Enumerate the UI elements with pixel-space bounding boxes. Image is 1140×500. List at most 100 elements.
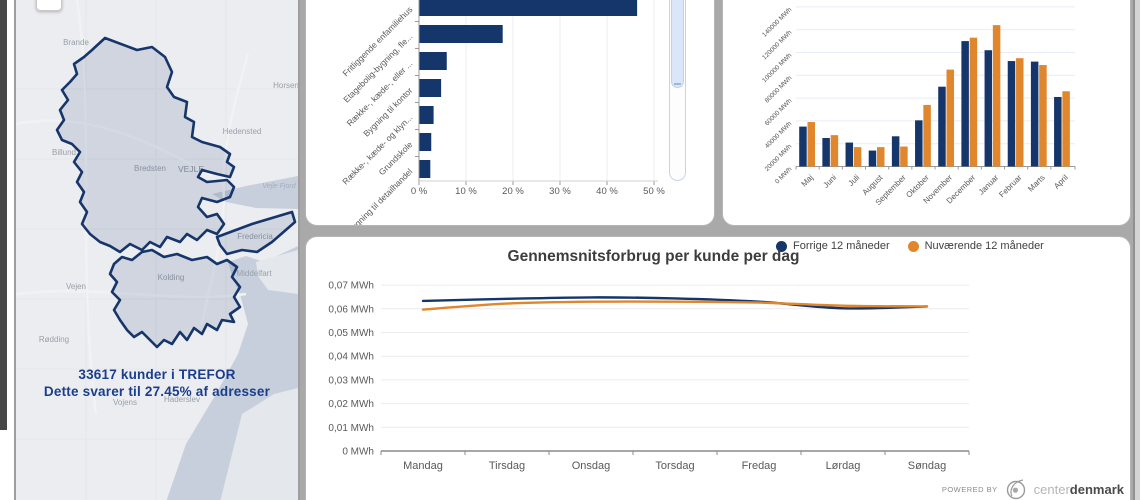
chart-scrollbar-thumb[interactable]	[671, 0, 684, 88]
line-previous[interactable]	[421, 296, 929, 310]
bar-current[interactable]	[830, 135, 839, 167]
bar[interactable]	[419, 106, 434, 124]
map-panel[interactable]: Brande Horsens Hedensted Billund Bredsten VEJ…	[14, 0, 300, 500]
tick-label: 0 MWh	[342, 447, 374, 458]
bar-previous[interactable]	[891, 136, 900, 167]
day-label: Søndag	[908, 460, 947, 472]
map-label: Rødding	[39, 335, 69, 344]
bar-current[interactable]	[969, 37, 978, 167]
day-label: Torsdag	[655, 460, 694, 472]
category-label: Februar	[997, 173, 1023, 199]
trefor-region	[55, 36, 297, 349]
daily-average-panel: Forrige 12 måneder Nuværende 12 måneder …	[305, 236, 1131, 500]
map-label: Billund	[52, 148, 76, 157]
tick-label: 0,05 MWh	[328, 328, 374, 339]
left-edge-bar	[0, 0, 7, 430]
bar-current[interactable]	[877, 147, 885, 167]
line-current[interactable]	[421, 300, 929, 311]
bar-current[interactable]	[853, 147, 862, 167]
day-label: Lørdag	[826, 460, 861, 472]
map-label: Kolding	[158, 273, 185, 282]
bar-previous[interactable]	[822, 138, 830, 167]
bar-previous[interactable]	[938, 86, 946, 167]
bar[interactable]	[419, 0, 638, 16]
bar-previous[interactable]	[845, 142, 854, 167]
bar-previous[interactable]	[1030, 61, 1039, 167]
bar-current[interactable]	[1062, 91, 1070, 167]
bar-previous[interactable]	[799, 126, 807, 167]
bar-current[interactable]	[923, 104, 931, 167]
category-label: Juli	[846, 173, 861, 188]
category-label: April	[1052, 173, 1070, 191]
building-types-panel: 0 % 10 % 20 % 30 % 40 % 50 % Fritliggende enfa…	[305, 0, 715, 226]
map-label: Hedensted	[223, 127, 262, 136]
legend-item-current[interactable]: Nuværende 12 måneder	[907, 240, 1044, 252]
bar-previous[interactable]	[868, 150, 877, 167]
map-label: Fredericia	[237, 232, 273, 241]
bar-current[interactable]	[946, 69, 955, 167]
daily-average-chart: 0 MWh 0,01 MWh 0,02 MWh 0,03 MWh 0,04 MWh 0,0…	[328, 281, 970, 472]
tick-label: 20 %	[502, 186, 524, 197]
bar-current[interactable]	[807, 122, 816, 167]
bar-previous[interactable]	[961, 41, 969, 167]
trefor-region-south	[108, 248, 242, 349]
bar-previous[interactable]	[1054, 96, 1062, 167]
map[interactable]: Brande Horsens Hedensted Billund Bredsten VEJ…	[16, 0, 298, 500]
legend-dot-current	[907, 240, 919, 252]
bar[interactable]	[419, 25, 503, 43]
tick-label: 0,07 MWh	[328, 281, 374, 292]
bar[interactable]	[419, 52, 447, 70]
bar-current[interactable]	[900, 146, 908, 167]
category-label: Maj	[800, 173, 816, 189]
bar[interactable]	[419, 133, 432, 151]
day-label: Tirsdag	[489, 460, 525, 472]
bar-current[interactable]	[992, 25, 1001, 167]
chart-title: Gennemsnitsforbrug per kunde per dag	[507, 248, 800, 265]
right-edge-bar	[1133, 0, 1140, 500]
centerdenmark-logo-icon	[1006, 479, 1025, 500]
bar[interactable]	[419, 160, 431, 178]
map-labels: Brande Horsens Hedensted Billund Bredsten VEJ…	[39, 38, 298, 407]
legend-label-current: Nuværende 12 måneder	[924, 240, 1044, 252]
tick-label: 0,03 MWh	[328, 375, 374, 386]
building-types-chart: 0 % 10 % 20 % 30 % 40 % 50 %Fritliggende enfa…	[340, 0, 665, 225]
powered-by: POWERED BY centerdenmark	[942, 476, 1124, 500]
powered-by-brand: centerdenmark	[1033, 481, 1124, 497]
trefor-region-north	[55, 36, 236, 254]
map-label: Vejle Fjord	[262, 183, 296, 190]
bar[interactable]	[419, 79, 442, 97]
map-label: Brande	[63, 38, 89, 47]
legend-item-previous[interactable]: Forrige 12 måneder	[776, 240, 890, 252]
map-label: Vojens	[113, 398, 137, 407]
map-label: VEJLE	[178, 164, 204, 174]
map-stats: 33617 kunder i TREFOR Dette svarer til 2…	[16, 366, 298, 400]
map-label: Haderslev	[164, 395, 200, 404]
map-label: Vejen	[66, 282, 86, 291]
day-label: Onsdag	[572, 460, 611, 472]
legend-label-previous: Forrige 12 måneder	[793, 240, 890, 252]
day-label: Mandag	[403, 460, 443, 472]
bar-previous[interactable]	[915, 120, 923, 167]
bar-current[interactable]	[1016, 58, 1024, 167]
chart-legend: Forrige 12 måneder Nuværende 12 måneder	[776, 240, 1044, 252]
day-label: Fredag	[742, 460, 777, 472]
tick-label: 40 %	[596, 186, 618, 197]
bar-current[interactable]	[1039, 65, 1047, 167]
bar-previous[interactable]	[984, 50, 993, 167]
tick-label: 10 %	[455, 186, 477, 197]
map-zoom-out-button[interactable]: −	[36, 0, 62, 11]
tick-label: 0 %	[411, 186, 428, 197]
tick-label: 0,04 MWh	[328, 352, 374, 363]
map-label: Horsens	[273, 81, 298, 90]
monthly-consumption-panel: 0 MWh 20000 MWh 40000 MWh 60000 MWh 80000 MW…	[722, 0, 1131, 226]
tick-label: 50 %	[643, 186, 665, 197]
bar-previous[interactable]	[1007, 61, 1016, 167]
tick-label: 0,01 MWh	[328, 423, 374, 434]
tick-label: 30 %	[549, 186, 571, 197]
chart-scrollbar[interactable]	[669, 0, 686, 181]
category-label: Marts	[1026, 173, 1047, 194]
map-label: Bredsten	[134, 164, 166, 173]
powered-by-label: POWERED BY	[941, 484, 998, 494]
